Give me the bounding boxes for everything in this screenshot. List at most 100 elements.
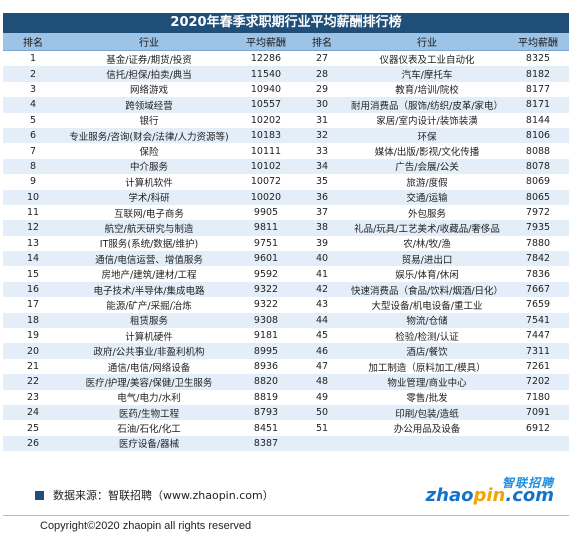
industry-cell: 耐用消费品（服饰/纺织/皮革/家电） xyxy=(347,97,507,113)
table-row: 7 保险 10111 33 媒体/出版/影视/文化传播 8088 xyxy=(3,143,569,159)
logo-part-b: pin xyxy=(473,485,506,506)
rank-cell: 30 xyxy=(297,97,347,113)
industry-cell: 房地产/建筑/建材/工程 xyxy=(101,270,197,282)
table-row: 13 IT服务(系统/数据/维护) 9751 39 农/林/牧/渔 7880 xyxy=(3,236,569,251)
table-row: 1 基金/证券/期货/投资 12286 27 仪器仪表及工业自动化 8325 xyxy=(3,51,569,67)
salary-cell: 8177 xyxy=(525,83,551,95)
rank-cell: 3 xyxy=(29,83,37,95)
salary-cell: 9322 xyxy=(253,299,279,311)
rank-cell: 49 xyxy=(315,391,329,403)
logo-part-c: .com xyxy=(505,485,554,506)
salary-cell: 8995 xyxy=(235,343,297,359)
industry-cell: 汽车/摩托车 xyxy=(347,66,507,82)
industry-cell: 石油/石化/化工 xyxy=(117,424,181,436)
industry-cell: 医疗/护理/美容/保健/卫生服务 xyxy=(63,374,235,390)
salary-cell: 7202 xyxy=(507,374,569,390)
salary-cell: 8171 xyxy=(507,97,569,113)
industry-cell: 互联网/电子商务 xyxy=(114,208,184,220)
salary-cell: 9811 xyxy=(235,220,297,236)
salary-cell: 9601 xyxy=(235,251,297,267)
salary-cell: 10020 xyxy=(235,189,297,205)
industry-cell: 酒店/餐饮 xyxy=(347,343,507,359)
rank-cell: 2 xyxy=(3,66,63,82)
salary-cell: 8325 xyxy=(525,53,551,65)
industry-cell: 能源/矿产/采掘/冶炼 xyxy=(106,300,192,312)
industry-cell: 物流/仓储 xyxy=(347,312,507,329)
industry-cell: 礼品/玩具/工艺美术/收藏品/奢侈品 xyxy=(347,220,507,236)
industry-cell: 网络游戏 xyxy=(129,85,168,97)
table-row: 4 跨领域经营 10557 30 耐用消费品（服饰/纺织/皮革/家电） 8171 xyxy=(3,97,569,113)
rank-cell: 4 xyxy=(3,97,63,113)
industry-cell: 环保 xyxy=(347,127,507,144)
rank-cell: 42 xyxy=(297,281,347,298)
rank-cell: 28 xyxy=(297,66,347,82)
table-row: 15 房地产/建筑/建材/工程 9592 41 娱乐/体育/休闲 7836 xyxy=(3,266,569,282)
column-header: 平均薪酬 xyxy=(507,33,569,51)
square-bullet-icon xyxy=(35,491,44,500)
table-row: 6 专业服务/咨询(财会/法律/人力资源等) 10183 32 环保 8106 xyxy=(3,127,569,144)
industry-cell: 广告/会展/公关 xyxy=(347,158,507,175)
column-header: 行业 xyxy=(347,33,507,51)
rank-cell: 23 xyxy=(26,391,40,403)
source-text: 数据来源：智联招聘（www.zhaopin.com） xyxy=(53,489,274,502)
salary-cell: 9905 xyxy=(253,207,279,219)
table-row: 14 通信/电信运营、增值服务 9601 40 贸易/进出口 7842 xyxy=(3,251,569,267)
salary-cell: 10183 xyxy=(235,127,297,144)
industry-cell: 计算机硬件 xyxy=(125,331,173,343)
table-row: 25 石油/石化/化工 8451 51 办公用品及设备 6912 xyxy=(3,420,569,436)
rank-cell: 25 xyxy=(26,422,40,434)
rank-cell: 17 xyxy=(26,299,40,311)
salary-cell: 9322 xyxy=(235,281,297,298)
industry-cell: 旅游/度假 xyxy=(406,177,448,189)
salary-cell: 9181 xyxy=(253,330,279,342)
table-row: 26 医疗设备/器械 8387 xyxy=(3,435,569,452)
salary-cell: 8451 xyxy=(253,422,279,434)
industry-cell: 专业服务/咨询(财会/法律/人力资源等) xyxy=(63,127,235,144)
salary-cell: 8793 xyxy=(235,404,297,421)
footer-divider xyxy=(3,515,569,516)
industry-cell: 政府/公共事业/非盈利机构 xyxy=(63,343,235,359)
salary-cell: 7935 xyxy=(507,220,569,236)
table-row: 21 通信/电信/网络设备 8936 47 加工制造（原料加工/模具） 7261 xyxy=(3,359,569,374)
rank-cell: 43 xyxy=(315,299,329,311)
salary-cell: 10102 xyxy=(235,158,297,175)
industry-cell: 大型设备/机电设备/重工业 xyxy=(371,300,483,312)
salary-cell: 10940 xyxy=(250,83,282,95)
salary-cell: 8387 xyxy=(235,435,297,452)
industry-cell: 保险 xyxy=(139,147,159,159)
table-row: 19 计算机硬件 9181 45 检验/检测/认证 7447 xyxy=(3,328,569,343)
salary-cell: 7311 xyxy=(507,343,569,359)
industry-cell: 中介服务 xyxy=(63,158,235,175)
rank-cell: 9 xyxy=(29,176,37,188)
column-header: 排名 xyxy=(3,33,63,51)
rank-cell: 13 xyxy=(26,237,40,249)
industry-cell: 教育/培训/院校 xyxy=(395,85,459,97)
salary-cell: 7880 xyxy=(525,237,551,249)
industry-cell: 仪器仪表及工业自动化 xyxy=(379,54,475,66)
salary-cell: 7836 xyxy=(525,268,551,280)
salary-cell: 10557 xyxy=(235,97,297,113)
header-row: 排名 行业 平均薪酬 排名 行业 平均薪酬 xyxy=(3,33,569,51)
rank-cell xyxy=(297,435,347,452)
table-row: 11 互联网/电子商务 9905 37 外包服务 7972 xyxy=(3,205,569,220)
table-row: 10 学术/科研 10020 36 交通/运输 8065 xyxy=(3,189,569,205)
rank-cell: 46 xyxy=(297,343,347,359)
rank-cell: 11 xyxy=(26,207,40,219)
industry-cell xyxy=(347,435,507,452)
column-header: 平均薪酬 xyxy=(235,33,297,51)
logo-text-cn: 智联招聘 xyxy=(501,476,554,490)
industry-cell: 医疗设备/器械 xyxy=(63,435,235,452)
industry-cell: 通信/电信/网络设备 xyxy=(107,362,191,374)
logo-part-a: zhao xyxy=(425,485,474,506)
rank-cell: 31 xyxy=(315,114,329,126)
salary-cell: 7667 xyxy=(507,281,569,298)
table-row: 12 航空/航天研究与制造 9811 38 礼品/玩具/工艺美术/收藏品/奢侈品 7935 xyxy=(3,220,569,236)
salary-cell: 8065 xyxy=(507,189,569,205)
salary-ranking-table: 排名 行业 平均薪酬 排名 行业 平均薪酬 1 基金/证券/期货/投资 12286 27 仪器仪表… xyxy=(3,33,569,452)
industry-cell: 租赁服务 xyxy=(63,312,235,329)
table-row: 22 医疗/护理/美容/保健/卫生服务 8820 48 物业管理/商业中心 7202 xyxy=(3,374,569,390)
salary-cell: 7842 xyxy=(507,251,569,267)
zhaopin-logo: 智联招聘 zhaopin.com xyxy=(426,474,554,508)
rank-cell: 45 xyxy=(315,330,329,342)
industry-cell: 航空/航天研究与制造 xyxy=(63,220,235,236)
